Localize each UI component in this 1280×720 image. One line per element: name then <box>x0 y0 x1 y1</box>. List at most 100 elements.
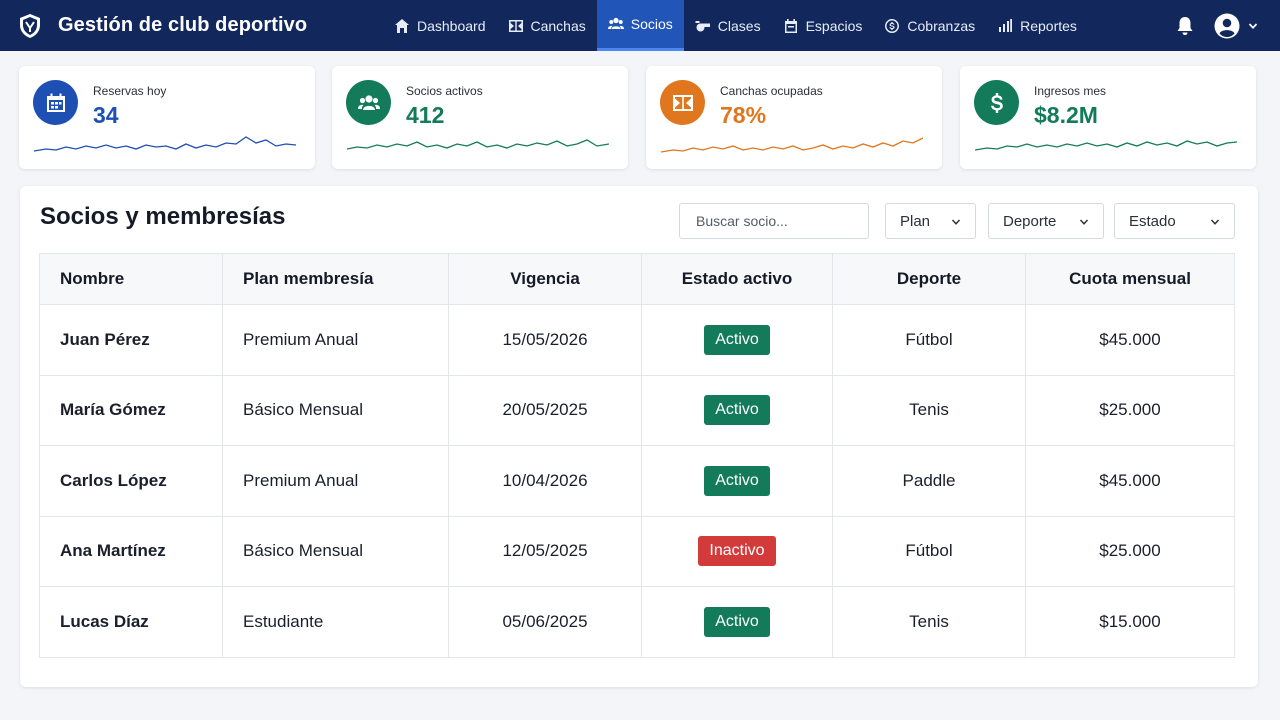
home-icon <box>395 18 409 33</box>
search-input[interactable] <box>679 203 869 239</box>
nav-item-reportes[interactable]: Reportes <box>986 0 1088 51</box>
nav-item-dashboard[interactable]: Dashboard <box>383 0 497 51</box>
sparkline <box>34 136 296 152</box>
nav-item-socios[interactable]: Socios <box>596 0 684 51</box>
table-row[interactable]: Ana Martínez Básico Mensual 12/05/2025 I… <box>39 515 1235 587</box>
status-badge: Activo <box>704 606 770 637</box>
bar-chart-icon <box>999 18 1013 32</box>
nav-label: Canchas <box>530 17 586 34</box>
nav-label: Espacios <box>805 17 863 34</box>
kpi-label: Canchas ocupadas <box>720 84 823 98</box>
user-avatar-icon <box>1214 13 1240 38</box>
member-fee: $25.000 <box>1025 515 1235 587</box>
calendar-icon <box>33 80 78 125</box>
member-sport: Tenis <box>832 374 1026 446</box>
chevron-down-icon <box>1248 22 1258 29</box>
table-row[interactable]: Juan Pérez Premium Anual 15/05/2026 Acti… <box>39 304 1235 376</box>
user-menu[interactable] <box>1214 13 1258 39</box>
kpi-card-canchas: Canchas ocupadas 78% <box>646 66 942 169</box>
kpi-card-ingresos: Ingresos mes $8.2M <box>960 66 1256 169</box>
column-header-nombre[interactable]: Nombre <box>39 253 223 305</box>
status-cell: Activo <box>641 586 833 658</box>
nav-item-clases[interactable]: Clases <box>684 0 772 51</box>
court-icon <box>660 80 705 125</box>
column-header-estado[interactable]: Estado activo <box>641 253 833 305</box>
member-name: Juan Pérez <box>39 304 223 376</box>
calendar-icon <box>784 18 797 33</box>
nav-item-canchas[interactable]: Canchas <box>497 0 597 51</box>
member-sport: Fútbol <box>832 515 1026 587</box>
nav-label: Dashboard <box>417 17 486 34</box>
sport-filter-select[interactable]: Deporte <box>988 203 1104 239</box>
column-header-vigencia[interactable]: Vigencia <box>448 253 642 305</box>
member-expiry: 12/05/2025 <box>448 515 642 587</box>
member-plan: Básico Mensual <box>222 374 449 446</box>
member-fee: $45.000 <box>1025 445 1235 517</box>
sparkline <box>975 140 1237 151</box>
members-panel: Socios y membresías Plan Deporte Estado … <box>20 186 1258 687</box>
kpi-label: Socios activos <box>406 84 483 98</box>
status-badge: Activo <box>704 324 770 355</box>
kpi-value: 78% <box>720 102 767 128</box>
member-name: María Gómez <box>39 374 223 446</box>
member-sport: Tenis <box>832 586 1026 658</box>
plan-filter-select[interactable]: Plan <box>885 203 976 239</box>
status-cell: Activo <box>641 374 833 446</box>
users-icon <box>346 80 391 125</box>
member-plan: Básico Mensual <box>222 515 449 587</box>
select-label: Plan <box>900 212 931 230</box>
member-expiry: 10/04/2026 <box>448 445 642 517</box>
dollar-circle-icon <box>885 18 900 33</box>
chevron-down-icon <box>1210 219 1220 225</box>
shield-logo-icon <box>20 13 40 38</box>
kpi-value: $8.2M <box>1034 102 1098 128</box>
member-expiry: 05/06/2025 <box>448 586 642 658</box>
kpi-card-socios: Socios activos 412 <box>332 66 628 169</box>
status-badge: Inactivo <box>698 536 776 567</box>
member-name: Carlos López <box>39 445 223 517</box>
member-plan: Premium Anual <box>222 445 449 517</box>
nav-label: Clases <box>717 17 761 34</box>
brand[interactable]: Gestión de club deportivo <box>0 0 307 51</box>
member-name: Lucas Díaz <box>39 586 223 658</box>
court-icon <box>508 19 523 32</box>
nav-label: Socios <box>630 16 673 32</box>
status-badge: Activo <box>704 395 770 426</box>
kpi-value: 34 <box>93 102 119 128</box>
status-cell: Activo <box>641 445 833 517</box>
table-row[interactable]: María Gómez Básico Mensual 20/05/2025 Ac… <box>39 374 1235 446</box>
users-icon <box>607 17 624 29</box>
member-plan: Estudiante <box>222 586 449 658</box>
status-filter-select[interactable]: Estado <box>1114 203 1235 239</box>
top-navbar: Gestión de club deportivo Dashboard Canc… <box>0 0 1280 51</box>
member-sport: Fútbol <box>832 304 1026 376</box>
bell-icon[interactable] <box>1176 16 1194 36</box>
kpi-label: Reservas hoy <box>93 84 167 98</box>
nav-label: Cobranzas <box>907 17 976 34</box>
kpi-card-reservas: Reservas hoy 34 <box>19 66 315 169</box>
member-expiry: 15/05/2026 <box>448 304 642 376</box>
nav-label: Reportes <box>1020 17 1077 34</box>
column-header-plan[interactable]: Plan membresía <box>222 253 449 305</box>
status-cell: Inactivo <box>641 515 833 587</box>
member-fee: $25.000 <box>1025 374 1235 446</box>
status-cell: Activo <box>641 304 833 376</box>
status-badge: Activo <box>704 465 770 496</box>
member-expiry: 20/05/2025 <box>448 374 642 446</box>
column-header-deporte[interactable]: Deporte <box>832 253 1026 305</box>
table-row[interactable]: Lucas Díaz Estudiante 05/06/2025 Activo … <box>39 586 1235 658</box>
member-fee: $15.000 <box>1025 586 1235 658</box>
select-label: Deporte <box>1003 212 1057 230</box>
member-plan: Premium Anual <box>222 304 449 376</box>
main-nav: Dashboard Canchas Socios Clases Espacios… <box>383 0 1088 51</box>
nav-item-cobranzas[interactable]: Cobranzas <box>873 0 986 51</box>
kpi-value: 412 <box>406 102 445 128</box>
table-row[interactable]: Carlos López Premium Anual 10/04/2026 Ac… <box>39 445 1235 517</box>
dollar-icon <box>974 80 1019 125</box>
member-fee: $45.000 <box>1025 304 1235 376</box>
nav-item-espacios[interactable]: Espacios <box>772 0 874 51</box>
app-title: Gestión de club deportivo <box>58 14 308 36</box>
kpi-label: Ingresos mes <box>1034 84 1107 98</box>
select-label: Estado <box>1129 212 1176 230</box>
column-header-cuota[interactable]: Cuota mensual <box>1025 253 1235 305</box>
